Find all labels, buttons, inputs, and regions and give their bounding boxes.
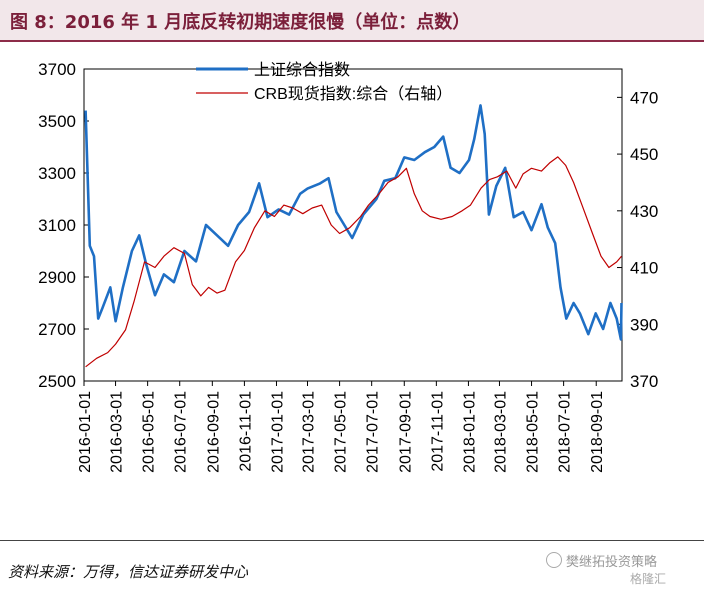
- x-tick-label: 2016-11-01: [237, 391, 254, 472]
- x-tick-label: 2018-05-01: [525, 391, 542, 473]
- x-tick-label: 2017-05-01: [333, 391, 350, 473]
- series-line-1: [84, 104, 623, 341]
- title-band: [0, 0, 704, 40]
- figure-title: 图 8：2016 年 1 月底反转初期速度很慢（单位：点数）: [10, 12, 471, 33]
- chart-legend: 上证综合指数 CRB现货指数:综合（右轴）: [196, 61, 452, 103]
- legend-label-2: CRB现货指数:综合（右轴）: [254, 85, 452, 103]
- title-underline: [0, 40, 704, 42]
- x-tick-label: 2016-03-01: [109, 391, 126, 473]
- x-tick-label: 2018-03-01: [492, 391, 509, 473]
- x-tick-label: 2016-09-01: [205, 391, 222, 473]
- x-tick-label: 2016-05-01: [141, 391, 158, 473]
- x-tick-label: 2017-11-01: [429, 391, 446, 472]
- y-left-tick-label: 3300: [38, 164, 76, 183]
- y-left-tick-label: 2900: [38, 268, 76, 287]
- y-left-tick-label: 3100: [38, 216, 76, 235]
- x-tick-label: 2017-01-01: [269, 391, 286, 473]
- x-tick-label: 2016-01-01: [77, 391, 94, 473]
- y-right-tick-label: 390: [630, 315, 658, 334]
- y-right-tick-label: 430: [630, 202, 658, 221]
- source-divider: [0, 540, 704, 541]
- y-left-tick-label: 3700: [38, 60, 76, 79]
- y-left-tick-label: 2700: [38, 320, 76, 339]
- x-tick-label: 2017-09-01: [397, 391, 414, 473]
- y-right-tick-label: 470: [630, 88, 658, 107]
- line-chart: 2500 2700 2900 3100 3300 3500 3700 370 390 410 430…: [38, 60, 658, 473]
- legend-label-1: 上证综合指数: [254, 61, 350, 79]
- wechat-icon: [546, 552, 562, 568]
- x-tick-label: 2017-03-01: [301, 391, 318, 473]
- watermark-secondary: 格隆汇: [630, 572, 667, 586]
- x-tick-label: 2018-07-01: [557, 391, 574, 473]
- y-right-tick-label: 450: [630, 145, 658, 164]
- x-tick-label: 2016-07-01: [173, 391, 190, 473]
- source-note: 资料来源：万得，信达证券研发中心: [8, 563, 249, 581]
- y-right-tick-label: 410: [630, 259, 658, 278]
- series-layer: [84, 104, 623, 368]
- y-left-tick-label: 2500: [38, 372, 76, 391]
- x-tick-label: 2017-07-01: [365, 391, 382, 473]
- chart-axes: 2500 2700 2900 3100 3300 3500 3700 370 390 410 430…: [38, 60, 658, 473]
- x-tick-label: 2018-09-01: [589, 391, 606, 473]
- series-line-2: [85, 156, 622, 368]
- watermark-primary-text: 樊继拓投资策略: [566, 555, 658, 570]
- y-left-tick-label: 3500: [38, 112, 76, 131]
- x-tick-label: 2018-01-01: [461, 391, 478, 473]
- watermark-primary: 樊继拓投资策略: [546, 552, 657, 571]
- y-right-tick-label: 370: [630, 372, 658, 391]
